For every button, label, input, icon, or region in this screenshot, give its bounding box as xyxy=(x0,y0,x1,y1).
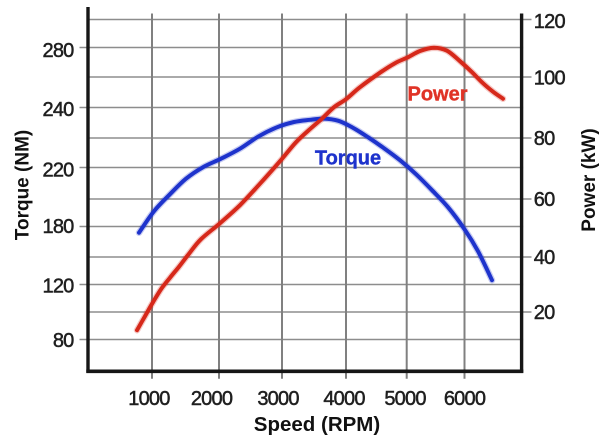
svg-text:240: 240 xyxy=(43,99,75,121)
svg-text:40: 40 xyxy=(534,247,555,269)
svg-text:20: 20 xyxy=(534,302,555,324)
svg-text:60: 60 xyxy=(534,189,555,211)
svg-text:Torque (NM): Torque (NM) xyxy=(13,130,34,240)
svg-text:Power: Power xyxy=(407,84,467,106)
svg-text:1000: 1000 xyxy=(128,388,170,410)
svg-text:2000: 2000 xyxy=(191,388,233,410)
svg-text:3000: 3000 xyxy=(257,388,299,410)
svg-text:Power (kW): Power (kW) xyxy=(579,128,600,231)
svg-text:220: 220 xyxy=(43,160,75,182)
svg-text:80: 80 xyxy=(534,128,555,150)
svg-text:80: 80 xyxy=(53,330,74,352)
svg-text:120: 120 xyxy=(43,276,75,298)
svg-text:6000: 6000 xyxy=(444,388,486,410)
svg-text:4000: 4000 xyxy=(323,388,365,410)
svg-text:5000: 5000 xyxy=(384,388,426,410)
svg-text:120: 120 xyxy=(534,11,566,33)
svg-text:Speed (RPM): Speed (RPM) xyxy=(254,413,380,436)
svg-text:280: 280 xyxy=(43,40,75,62)
svg-text:180: 180 xyxy=(43,216,75,238)
svg-text:Torque: Torque xyxy=(315,147,381,169)
svg-text:100: 100 xyxy=(534,68,566,90)
